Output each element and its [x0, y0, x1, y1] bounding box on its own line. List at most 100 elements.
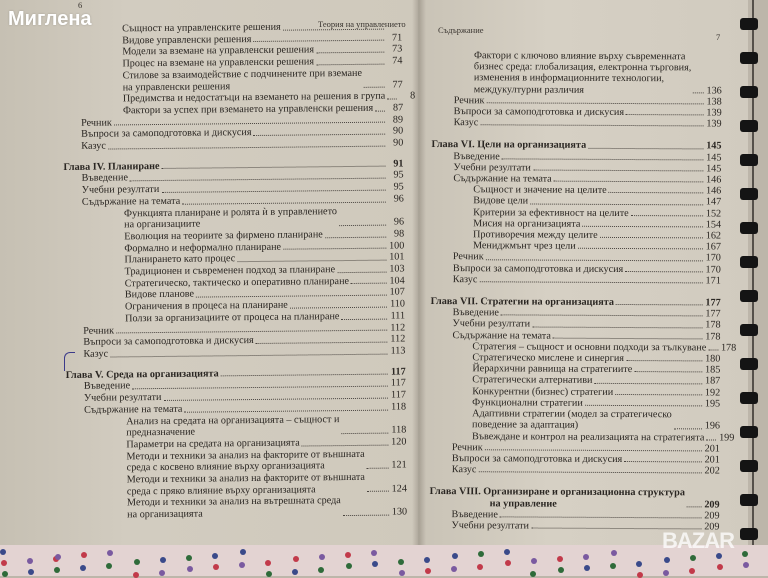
toc-page-number: 202: [704, 466, 720, 477]
toc-entry-title: Критерии за ефективност на целите: [473, 207, 629, 219]
binding-ring: [740, 494, 758, 506]
dot-leader: [290, 306, 387, 308]
toc-entry-title: Въведение: [82, 173, 128, 185]
toc-entry-title: Речник: [81, 117, 112, 129]
dot-leader: [480, 125, 703, 127]
toc-page-number: 177: [705, 309, 721, 320]
toc-page-number: 201: [704, 443, 720, 454]
toc-entry-title: Казус: [83, 349, 108, 361]
dot-leader: [163, 397, 387, 400]
dot-leader: [283, 248, 386, 250]
dot-leader: [501, 315, 703, 317]
dot-leader: [625, 271, 703, 272]
fabric-flower: [505, 560, 511, 566]
dot-leader: [161, 189, 385, 192]
binding-ring: [740, 290, 758, 302]
binding-ring: [740, 256, 758, 268]
toc-page-number: 146: [705, 174, 721, 185]
dot-leader: [316, 52, 384, 54]
dot-leader: [578, 248, 703, 250]
fabric-flower: [28, 569, 34, 575]
toc-page-number: 110: [389, 299, 405, 311]
fabric-flower: [584, 565, 590, 571]
binding-ring: [740, 392, 758, 404]
toc-page-number: 87: [387, 102, 403, 114]
dot-leader: [553, 338, 703, 340]
fabric-flower: [399, 570, 405, 576]
dot-leader: [237, 260, 386, 263]
fabric-flower: [477, 564, 483, 570]
fabric-flower: [346, 563, 352, 569]
binding-ring: [740, 528, 758, 540]
fabric-flower: [27, 558, 33, 564]
toc-page-number: 96: [388, 217, 404, 229]
dot-leader: [500, 516, 702, 518]
dot-leader: [130, 178, 386, 182]
right-running-header: Съдържание: [438, 25, 484, 35]
toc-page-number: 152: [705, 208, 721, 219]
toc-entry-title: Същност на управленските решения: [122, 22, 281, 35]
dot-leader: [706, 439, 716, 440]
toc-page-number: 117: [390, 390, 406, 402]
right-page-number: 7: [716, 32, 720, 42]
fabric-flower: [239, 562, 245, 568]
dot-leader: [114, 122, 385, 126]
toc-entry-title: Въпроси за самоподготовка и дискусия: [81, 127, 252, 140]
fabric-flower: [240, 549, 246, 555]
toc-entry-title: Съдържание на темата: [452, 330, 550, 342]
toc-page-number: 96: [388, 193, 404, 205]
toc-page-number: 89: [387, 114, 403, 126]
dot-leader: [375, 110, 385, 111]
toc-entry-title: Съдържание на темата: [453, 173, 551, 185]
dot-leader: [342, 433, 389, 434]
binding-ring: [740, 324, 758, 336]
dot-leader: [485, 449, 702, 451]
fabric-flower: [345, 552, 351, 558]
toc-page-number: 170: [705, 253, 721, 264]
dot-leader: [554, 181, 704, 183]
fabric-flower: [187, 566, 193, 572]
fabric-flower: [213, 564, 219, 570]
fabric-flower: [717, 564, 723, 570]
toc-entry-title: Конкурентни (бизнес) стратегии: [472, 386, 613, 398]
fabric-flower: [81, 552, 87, 558]
binding-ring: [740, 358, 758, 370]
fabric-flower: [530, 571, 536, 577]
toc-entry-title: Въпроси за самоподготовка и дискусия: [453, 263, 623, 275]
dot-leader: [530, 203, 703, 205]
fabric-flower: [398, 559, 404, 565]
toc-page-number: 154: [705, 219, 721, 230]
toc-entry-title: Видове цели: [473, 196, 528, 207]
toc-entry-title: Въпроси за самоподготовка и дискусия: [83, 335, 254, 348]
toc-entry-title: Въпроси за самоподготовка и дискусия: [452, 453, 622, 465]
fabric-flower: [424, 557, 430, 563]
toc-page-number: 201: [704, 454, 720, 465]
toc-entry-title: Съдържание на темата: [84, 404, 182, 417]
fabric-flower: [451, 566, 457, 572]
toc-entry-title: Формално и неформално планиране: [124, 241, 281, 254]
toc-page-number: 139: [706, 107, 722, 118]
fabric-flower: [689, 568, 695, 574]
toc-page-number: 112: [389, 334, 405, 346]
fabric-flower: [55, 554, 61, 560]
dot-leader: [253, 40, 384, 42]
dot-leader: [116, 330, 387, 334]
toc-chapter-entry: Глава VIII. Организиране и организационн…: [430, 486, 720, 510]
toc-page-number: 117: [390, 378, 406, 390]
dot-leader: [631, 215, 703, 216]
toc-entry: Анализ на средата на организацията – същ…: [66, 413, 406, 440]
book-gutter: [412, 0, 426, 548]
dot-leader: [588, 147, 703, 149]
binding-ring: [740, 154, 758, 166]
fabric-flower: [583, 554, 589, 560]
toc-entry-title: Въведение: [84, 381, 130, 393]
dot-leader: [626, 114, 704, 115]
dot-leader: [108, 145, 385, 149]
dot-leader: [708, 350, 718, 351]
dot-leader: [624, 461, 702, 462]
toc-page-number: 95: [388, 170, 404, 182]
toc-page-number: 180: [704, 354, 720, 365]
